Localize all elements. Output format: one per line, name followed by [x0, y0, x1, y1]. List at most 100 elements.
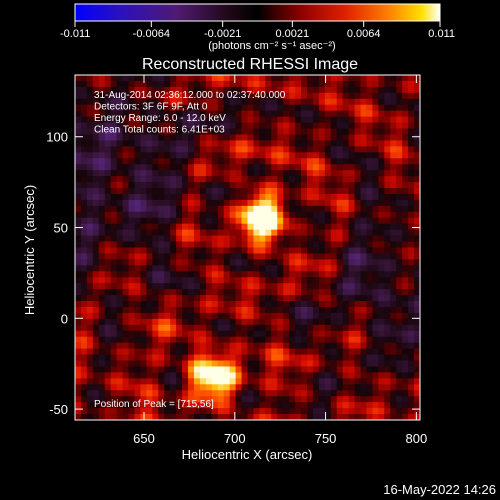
- heatmap-cell: [330, 402, 338, 409]
- heatmap-cell: [277, 247, 284, 255]
- heatmap-cell: [414, 372, 420, 379]
- heatmap-cell: [384, 360, 391, 368]
- heatmap-cell: [336, 277, 344, 284]
- heatmap-cell: [199, 283, 207, 290]
- heatmap-cell: [158, 211, 165, 219]
- heatmap-cell: [306, 241, 314, 249]
- heatmap-cell: [92, 80, 100, 88]
- heatmap-cell: [182, 378, 189, 385]
- heatmap-cell: [378, 235, 385, 243]
- heatmap-cell: [312, 199, 320, 207]
- heatmap-cell: [342, 193, 350, 201]
- heatmap-cell: [372, 134, 379, 142]
- heatmap-cell: [199, 360, 207, 368]
- heatmap-cell: [384, 378, 391, 385]
- heatmap-cell: [277, 271, 284, 278]
- heatmap-cell: [158, 283, 165, 290]
- heatmap-cell: [193, 223, 201, 231]
- heatmap-cell: [271, 122, 278, 130]
- heatmap-cell: [277, 396, 284, 403]
- heatmap-cell: [372, 140, 379, 147]
- heatmap-cell: [390, 396, 397, 403]
- heatmap-cell: [235, 223, 243, 231]
- heatmap-cell: [390, 330, 397, 338]
- heatmap-cell: [271, 247, 278, 255]
- heatmap-cell: [193, 336, 201, 344]
- heatmap-cell: [396, 306, 403, 314]
- heatmap-cell: [176, 134, 183, 142]
- heatmap-cell: [253, 342, 260, 350]
- heatmap-cell: [408, 116, 415, 124]
- heatmap-cell: [182, 414, 189, 420]
- heatmap-cell: [342, 134, 350, 142]
- heatmap-cell: [104, 312, 112, 320]
- heatmap-cell: [306, 80, 314, 88]
- heatmap-cell: [312, 104, 320, 112]
- heatmap-cell: [265, 390, 272, 397]
- heatmap-cell: [372, 283, 379, 290]
- heatmap-cell: [98, 134, 106, 142]
- heatmap-cell: [110, 116, 118, 124]
- heatmap-cell: [92, 158, 100, 165]
- heatmap-cell: [86, 360, 94, 368]
- heatmap-cell: [301, 86, 308, 94]
- heatmap-cell: [241, 414, 249, 420]
- heatmap-cell: [188, 158, 195, 165]
- heatmap-cell: [235, 128, 243, 136]
- heatmap-cell: [289, 140, 296, 147]
- heatmap-cell: [122, 223, 130, 231]
- heatmap-cell: [193, 360, 201, 368]
- heatmap-cell: [390, 235, 397, 243]
- heatmap-cell: [360, 318, 368, 326]
- heatmap-cell: [241, 366, 249, 374]
- heatmap-cell: [158, 128, 165, 136]
- heatmap-cell: [211, 408, 219, 415]
- heatmap-cell: [330, 318, 338, 326]
- heatmap-cell: [199, 295, 207, 302]
- heatmap-cell: [98, 223, 106, 231]
- heatmap-cell: [247, 354, 255, 362]
- heatmap-cell: [152, 241, 159, 249]
- heatmap-cell: [217, 75, 225, 82]
- heatmap-cell: [408, 390, 415, 397]
- heatmap-cell: [396, 366, 403, 374]
- heatmap-cell: [199, 247, 207, 255]
- heatmap-cell: [342, 223, 350, 231]
- heatmap-cell: [75, 342, 82, 350]
- heatmap-cell: [211, 301, 219, 308]
- heatmap-cell: [223, 354, 231, 362]
- heatmap-cell: [116, 283, 124, 290]
- heatmap-cell: [283, 378, 290, 385]
- heatmap-cell: [306, 98, 314, 106]
- heatmap-cell: [122, 414, 130, 420]
- heatmap-cell: [277, 104, 284, 112]
- heatmap-cell: [223, 140, 231, 147]
- heatmap-cell: [80, 164, 88, 171]
- heatmap-cell: [98, 193, 106, 201]
- heatmap-cell: [164, 330, 171, 338]
- heatmap-cell: [336, 408, 344, 415]
- heatmap-cell: [414, 396, 420, 403]
- heatmap-cell: [75, 229, 82, 237]
- heatmap-cell: [122, 140, 130, 147]
- heatmap-cell: [229, 182, 237, 189]
- heatmap-cell: [408, 348, 415, 356]
- heatmap-cell: [152, 253, 159, 260]
- heatmap-cell: [205, 318, 213, 326]
- heatmap-cell: [128, 283, 136, 290]
- heatmap-cell: [306, 354, 314, 362]
- heatmap-cell: [312, 158, 320, 165]
- heatmap-cell: [205, 372, 213, 379]
- heatmap-cell: [348, 324, 356, 332]
- heatmap-cell: [188, 372, 195, 379]
- heatmap-cell: [104, 289, 112, 296]
- heatmap-cell: [247, 176, 255, 183]
- heatmap-cell: [75, 134, 82, 142]
- heatmap-cell: [199, 366, 207, 374]
- heatmap-cell: [182, 372, 189, 379]
- heatmap-cell: [140, 306, 147, 314]
- heatmap-cell: [229, 372, 237, 379]
- heatmap-cell: [259, 158, 266, 165]
- heatmap-cell: [229, 396, 237, 403]
- heatmap-cell: [211, 122, 219, 130]
